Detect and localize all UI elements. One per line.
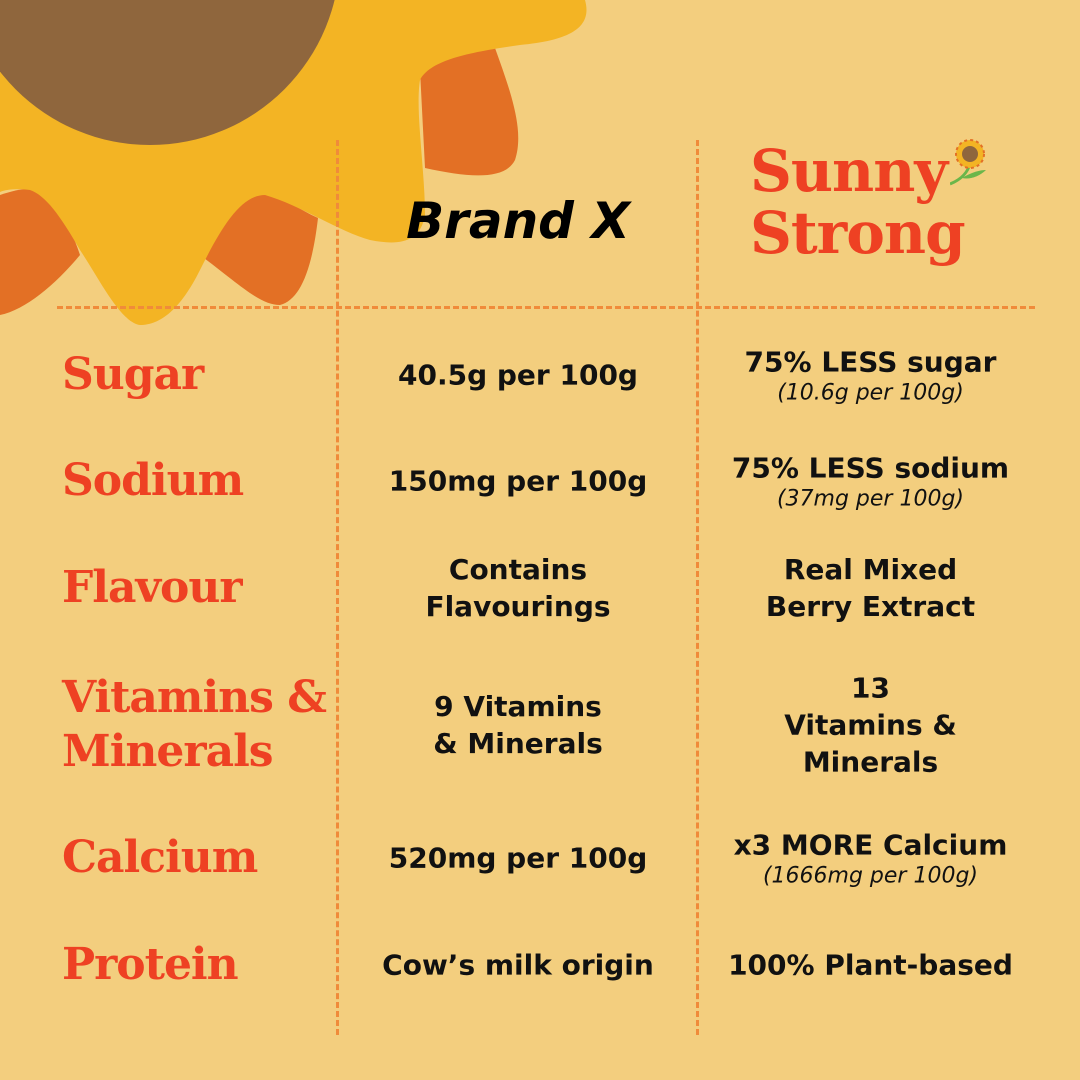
- sun-center: [0, 0, 335, 145]
- sunflower-icon: [950, 139, 986, 186]
- sunny-sub: (10.6g per 100g): [777, 380, 964, 406]
- sunny-value: x3 MORE Calcium (1666mg per 100g): [698, 827, 1043, 890]
- column-divider-1: [336, 140, 339, 1035]
- brand-x-value: 40.5g per 100g: [398, 358, 638, 392]
- sun-petal-right: [420, 47, 519, 176]
- row-label: Sodium: [62, 455, 244, 506]
- row-label: Sugar: [62, 349, 204, 400]
- row-label: Vitamins & Minerals: [62, 672, 327, 777]
- brand-x-value: 520mg per 100g: [388, 841, 648, 875]
- sunny-value: Real Mixed Berry Extract: [765, 553, 976, 623]
- column-divider-2: [696, 140, 699, 1035]
- sunny-strong-logo: Sunny Strong: [750, 137, 966, 267]
- row-label: Flavour: [62, 562, 243, 613]
- sunny-value: 75% LESS sugar (10.6g per 100g): [698, 344, 1043, 407]
- brand-x-value: Cow’s milk origin: [382, 948, 654, 982]
- sunny-sub: (37mg per 100g): [776, 486, 965, 512]
- sun-petal-left: [0, 188, 80, 315]
- sunny-main: 75% LESS sodium: [731, 451, 1010, 485]
- sunny-value: 100% Plant-based: [728, 948, 1013, 982]
- sunny-value: 13 Vitamins & Minerals: [784, 671, 957, 779]
- brand-x-header: Brand X: [406, 192, 630, 250]
- sun-petal-middle: [200, 193, 318, 305]
- sunny-sub: (1666mg per 100g): [762, 863, 979, 889]
- header-divider: [57, 306, 1035, 309]
- sun-illustration: [0, 0, 587, 325]
- sunny-value: 75% LESS sodium (37mg per 100g): [698, 450, 1043, 513]
- brand-x-value: 9 Vitamins & Minerals: [433, 690, 603, 760]
- brand-x-value: Contains Flavourings: [425, 553, 611, 623]
- brand-x-value: 150mg per 100g: [388, 464, 648, 498]
- sunny-main: x3 MORE Calcium: [733, 828, 1008, 862]
- row-label: Calcium: [62, 832, 258, 883]
- row-label: Protein: [62, 939, 239, 990]
- sunny-main: 75% LESS sugar: [744, 345, 997, 379]
